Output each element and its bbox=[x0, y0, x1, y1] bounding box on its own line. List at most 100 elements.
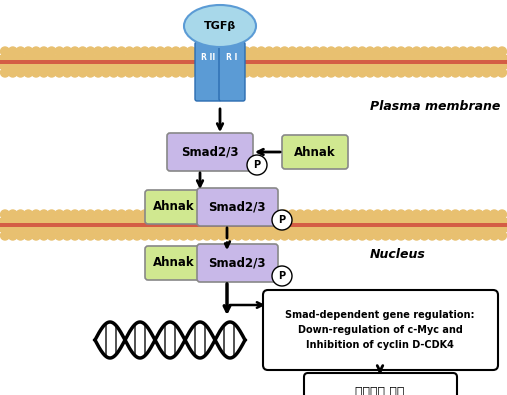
Circle shape bbox=[148, 231, 157, 240]
Circle shape bbox=[8, 231, 17, 240]
Circle shape bbox=[396, 210, 406, 219]
Circle shape bbox=[358, 210, 367, 219]
Circle shape bbox=[156, 210, 165, 219]
Circle shape bbox=[350, 47, 359, 56]
Circle shape bbox=[8, 47, 17, 56]
Circle shape bbox=[466, 68, 476, 77]
Circle shape bbox=[40, 231, 48, 240]
Circle shape bbox=[358, 47, 367, 56]
Circle shape bbox=[373, 47, 382, 56]
Circle shape bbox=[179, 47, 188, 56]
Circle shape bbox=[233, 231, 242, 240]
Ellipse shape bbox=[184, 5, 256, 47]
Circle shape bbox=[78, 68, 87, 77]
Circle shape bbox=[226, 68, 235, 77]
Circle shape bbox=[288, 68, 297, 77]
Circle shape bbox=[1, 231, 10, 240]
Circle shape bbox=[257, 47, 266, 56]
Circle shape bbox=[140, 231, 149, 240]
Circle shape bbox=[303, 68, 312, 77]
FancyBboxPatch shape bbox=[145, 190, 203, 224]
Circle shape bbox=[187, 47, 196, 56]
Circle shape bbox=[16, 68, 25, 77]
Circle shape bbox=[94, 231, 103, 240]
FancyBboxPatch shape bbox=[304, 373, 457, 395]
Circle shape bbox=[241, 68, 250, 77]
Circle shape bbox=[466, 231, 476, 240]
Circle shape bbox=[187, 210, 196, 219]
Circle shape bbox=[427, 231, 437, 240]
Circle shape bbox=[404, 231, 413, 240]
Circle shape bbox=[288, 231, 297, 240]
Circle shape bbox=[335, 210, 343, 219]
Circle shape bbox=[404, 68, 413, 77]
Circle shape bbox=[459, 47, 467, 56]
Circle shape bbox=[389, 231, 398, 240]
Circle shape bbox=[218, 68, 227, 77]
Circle shape bbox=[342, 231, 351, 240]
Circle shape bbox=[443, 210, 452, 219]
Circle shape bbox=[31, 210, 41, 219]
Circle shape bbox=[497, 47, 506, 56]
Circle shape bbox=[420, 68, 429, 77]
Circle shape bbox=[265, 231, 274, 240]
Circle shape bbox=[474, 68, 483, 77]
Circle shape bbox=[381, 210, 390, 219]
Circle shape bbox=[311, 47, 320, 56]
Circle shape bbox=[8, 210, 17, 219]
Circle shape bbox=[389, 210, 398, 219]
Circle shape bbox=[396, 68, 406, 77]
Circle shape bbox=[459, 231, 467, 240]
FancyBboxPatch shape bbox=[219, 42, 245, 101]
Circle shape bbox=[78, 47, 87, 56]
Circle shape bbox=[241, 231, 250, 240]
Text: Smad-dependent gene regulation:
Down-regulation of c-Myc and
Inhibition of cycli: Smad-dependent gene regulation: Down-reg… bbox=[285, 310, 475, 350]
Circle shape bbox=[164, 47, 172, 56]
Circle shape bbox=[226, 231, 235, 240]
Circle shape bbox=[63, 47, 71, 56]
Circle shape bbox=[257, 231, 266, 240]
Circle shape bbox=[427, 210, 437, 219]
Circle shape bbox=[396, 47, 406, 56]
Bar bbox=[0, 60, 507, 64]
Text: P: P bbox=[278, 271, 285, 281]
Circle shape bbox=[132, 231, 141, 240]
Circle shape bbox=[366, 231, 375, 240]
Circle shape bbox=[179, 210, 188, 219]
Circle shape bbox=[280, 68, 289, 77]
Circle shape bbox=[63, 210, 71, 219]
Bar bbox=[0, 223, 507, 227]
Circle shape bbox=[327, 210, 336, 219]
Circle shape bbox=[47, 210, 56, 219]
Circle shape bbox=[70, 231, 80, 240]
Circle shape bbox=[280, 231, 289, 240]
Circle shape bbox=[249, 68, 258, 77]
Circle shape bbox=[459, 68, 467, 77]
Text: Nucleus: Nucleus bbox=[370, 248, 426, 261]
Circle shape bbox=[218, 47, 227, 56]
Circle shape bbox=[459, 210, 467, 219]
Circle shape bbox=[210, 210, 219, 219]
Circle shape bbox=[156, 68, 165, 77]
Circle shape bbox=[125, 47, 134, 56]
Circle shape bbox=[319, 68, 328, 77]
Circle shape bbox=[226, 210, 235, 219]
Circle shape bbox=[412, 68, 421, 77]
Circle shape bbox=[396, 231, 406, 240]
Circle shape bbox=[202, 231, 211, 240]
Circle shape bbox=[272, 231, 281, 240]
Circle shape bbox=[233, 68, 242, 77]
Circle shape bbox=[109, 231, 118, 240]
Circle shape bbox=[156, 231, 165, 240]
Circle shape bbox=[272, 210, 292, 230]
Circle shape bbox=[1, 68, 10, 77]
Circle shape bbox=[342, 47, 351, 56]
Circle shape bbox=[257, 210, 266, 219]
FancyBboxPatch shape bbox=[263, 290, 498, 370]
Circle shape bbox=[490, 47, 499, 56]
Circle shape bbox=[241, 210, 250, 219]
Circle shape bbox=[249, 231, 258, 240]
Circle shape bbox=[16, 231, 25, 240]
Circle shape bbox=[94, 68, 103, 77]
Circle shape bbox=[373, 231, 382, 240]
